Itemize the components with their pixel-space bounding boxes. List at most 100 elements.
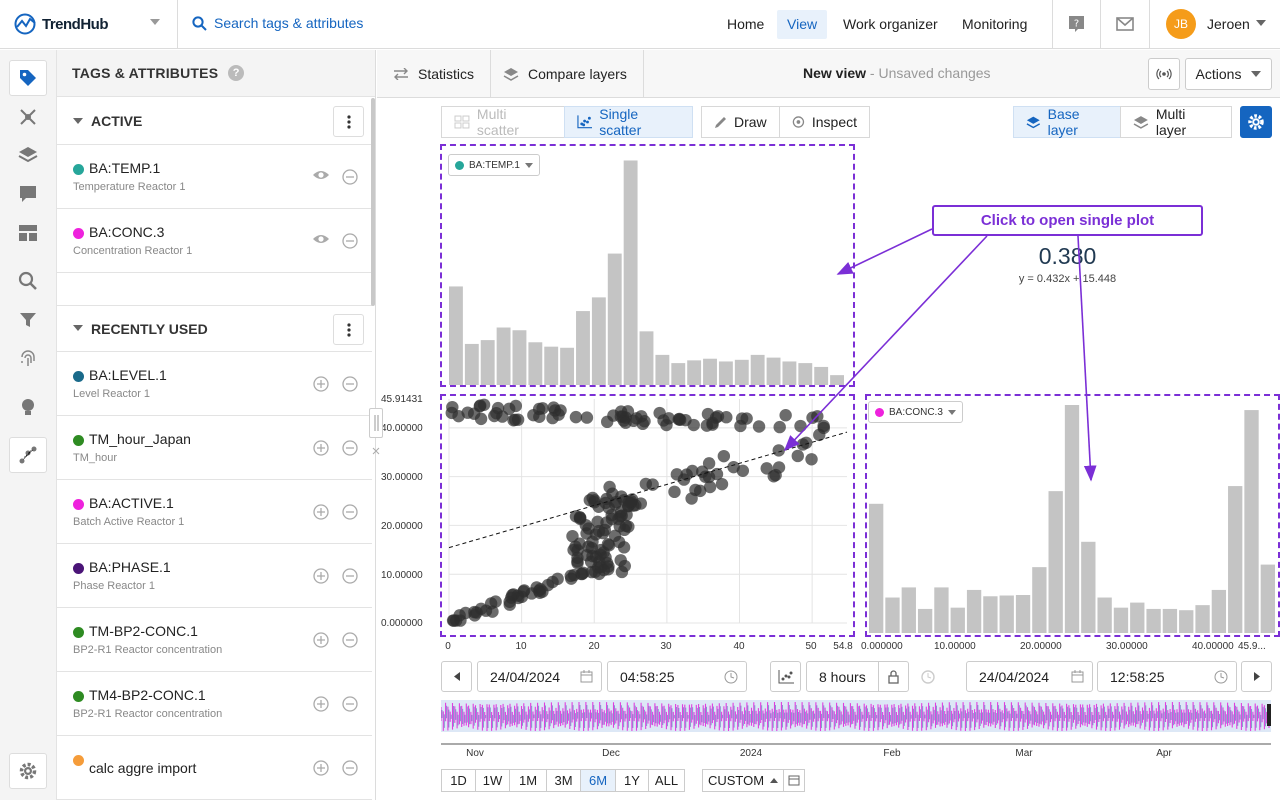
chart-settings-button[interactable] (1240, 106, 1272, 138)
timeline-overview[interactable] (441, 700, 1271, 750)
active-section-header[interactable]: ACTIVE (57, 98, 372, 145)
timeline-handle[interactable] (1267, 704, 1271, 726)
compare-layers-button[interactable]: Compare layers (487, 50, 644, 98)
tag-row[interactable]: BA:TEMP.1 Temperature Reactor 1 (57, 145, 372, 209)
settings-rail-button[interactable] (9, 753, 47, 789)
nav-view[interactable]: View (777, 10, 828, 39)
multi-scatter-label: Multi scatter (476, 106, 519, 138)
chevron-down-icon[interactable] (1256, 20, 1266, 26)
base-layer-button[interactable]: Base layer (1013, 106, 1121, 138)
tag-row[interactable]: calc aggre import (57, 736, 372, 800)
x-histogram-frame[interactable] (440, 144, 855, 387)
panel-scrollbar[interactable] (371, 98, 375, 306)
actions-button[interactable]: Actions (1185, 58, 1272, 90)
live-button[interactable] (1148, 58, 1180, 90)
chevron-down-icon[interactable] (150, 19, 160, 25)
dashboard-rail-button[interactable] (9, 215, 47, 251)
recent-section-header[interactable]: RECENTLY USED (57, 305, 372, 352)
search-input[interactable]: Search tags & attributes (192, 15, 363, 31)
y-tag-selector[interactable]: BA:CONC.3 (868, 401, 963, 423)
scatter-toggle-button[interactable] (770, 661, 801, 692)
tag-row[interactable]: BA:CONC.3 Concentration Reactor 1 (57, 209, 372, 273)
search-rail-button[interactable] (9, 263, 47, 299)
fingerprint-rail-button[interactable] (9, 341, 47, 377)
eye-icon[interactable] (312, 233, 330, 245)
remove-circle-icon[interactable] (342, 760, 358, 776)
add-circle-icon[interactable] (313, 568, 329, 584)
scatter-frame[interactable] (440, 394, 855, 637)
add-circle-icon[interactable] (313, 632, 329, 648)
insights-rail-button[interactable] (9, 389, 47, 425)
comments-rail-button[interactable] (9, 176, 47, 212)
nav-monitoring[interactable]: Monitoring (962, 16, 1028, 32)
add-circle-icon[interactable] (313, 696, 329, 712)
remove-circle-icon[interactable] (342, 632, 358, 648)
tag-row[interactable]: BA:ACTIVE.1 Batch Active Reactor 1 (57, 480, 372, 544)
range-button-1w[interactable]: 1W (475, 769, 510, 792)
history-icon[interactable] (920, 669, 936, 685)
layers-rail-button[interactable] (9, 137, 47, 173)
remove-circle-icon[interactable] (342, 568, 358, 584)
x-tag-selector[interactable]: BA:TEMP.1 (448, 154, 540, 176)
previous-period-button[interactable] (441, 661, 472, 692)
draw-button[interactable]: Draw (701, 106, 780, 138)
view-title[interactable]: New view - Unsaved changes (803, 65, 991, 81)
tools-rail-button[interactable] (9, 99, 47, 135)
tag-row[interactable]: TM-BP2-CONC.1 BP2-R1 Reactor concentratio… (57, 608, 372, 672)
y-histogram[interactable] (866, 395, 1279, 636)
nav-work-organizer[interactable]: Work organizer (843, 16, 938, 32)
statistics-button[interactable]: Statistics (377, 50, 492, 98)
user-name[interactable]: Jeroen (1207, 16, 1250, 32)
add-circle-icon[interactable] (313, 504, 329, 520)
filter-rail-button[interactable] (9, 302, 47, 338)
remove-circle-icon[interactable] (342, 504, 358, 520)
start-time-field[interactable]: 04:58:25 (607, 661, 747, 692)
scatter-plot[interactable] (441, 395, 854, 636)
app-logo[interactable]: TrendHub (14, 13, 109, 35)
calendar-range-button[interactable] (783, 769, 805, 792)
mail-icon[interactable] (1116, 17, 1134, 31)
y-tick-label: 30.00000 (381, 472, 423, 483)
range-button-1d[interactable]: 1D (441, 769, 476, 792)
histogram-bar (950, 607, 965, 633)
range-button-3m[interactable]: 3M (546, 769, 581, 792)
help-icon[interactable]: ? (228, 65, 245, 81)
range-button-6m[interactable]: 6M (580, 769, 616, 792)
end-time-field[interactable]: 12:58:25 (1097, 661, 1237, 692)
multi-scatter-button[interactable]: Multi scatter (441, 106, 565, 138)
remove-circle-icon[interactable] (342, 169, 358, 185)
more-options-button[interactable] (333, 106, 364, 137)
tags-rail-button[interactable] (9, 60, 47, 96)
range-button-all[interactable]: ALL (648, 769, 685, 792)
remove-circle-icon[interactable] (342, 376, 358, 392)
single-scatter-button[interactable]: Single scatter (564, 106, 693, 138)
more-options-button[interactable] (333, 314, 364, 345)
close-icon[interactable] (372, 447, 380, 455)
multi-layer-button[interactable]: Multi layer (1120, 106, 1232, 138)
add-circle-icon[interactable] (313, 440, 329, 456)
next-period-button[interactable] (1241, 661, 1272, 692)
eye-icon[interactable] (312, 169, 330, 181)
network-rail-button[interactable] (9, 437, 47, 473)
range-button-1y[interactable]: 1Y (615, 769, 649, 792)
end-date-field[interactable]: 24/04/2024 (966, 661, 1093, 692)
tag-row[interactable]: BA:LEVEL.1 Level Reactor 1 (57, 352, 372, 416)
remove-circle-icon[interactable] (342, 696, 358, 712)
panel-resize-handle[interactable] (369, 408, 383, 438)
nav-home[interactable]: Home (727, 16, 765, 32)
remove-circle-icon[interactable] (342, 233, 358, 249)
tag-row[interactable]: BA:PHASE.1 Phase Reactor 1 (57, 544, 372, 608)
add-circle-icon[interactable] (313, 376, 329, 392)
remove-circle-icon[interactable] (342, 440, 358, 456)
help-icon[interactable]: ? (1068, 15, 1085, 33)
inspect-button[interactable]: Inspect (779, 106, 870, 138)
tag-row[interactable]: TM4-BP2-CONC.1 BP2-R1 Reactor concentrati… (57, 672, 372, 736)
duration-field[interactable]: 8 hours (806, 661, 909, 692)
add-circle-icon[interactable] (313, 760, 329, 776)
custom-range-button[interactable]: CUSTOM (702, 769, 784, 792)
range-button-1m[interactable]: 1M (509, 769, 547, 792)
avatar[interactable]: JB (1166, 9, 1196, 39)
tag-row[interactable]: TM_hour_Japan TM_hour (57, 416, 372, 480)
y-histogram-frame[interactable] (865, 394, 1280, 637)
start-date-field[interactable]: 24/04/2024 (477, 661, 602, 692)
